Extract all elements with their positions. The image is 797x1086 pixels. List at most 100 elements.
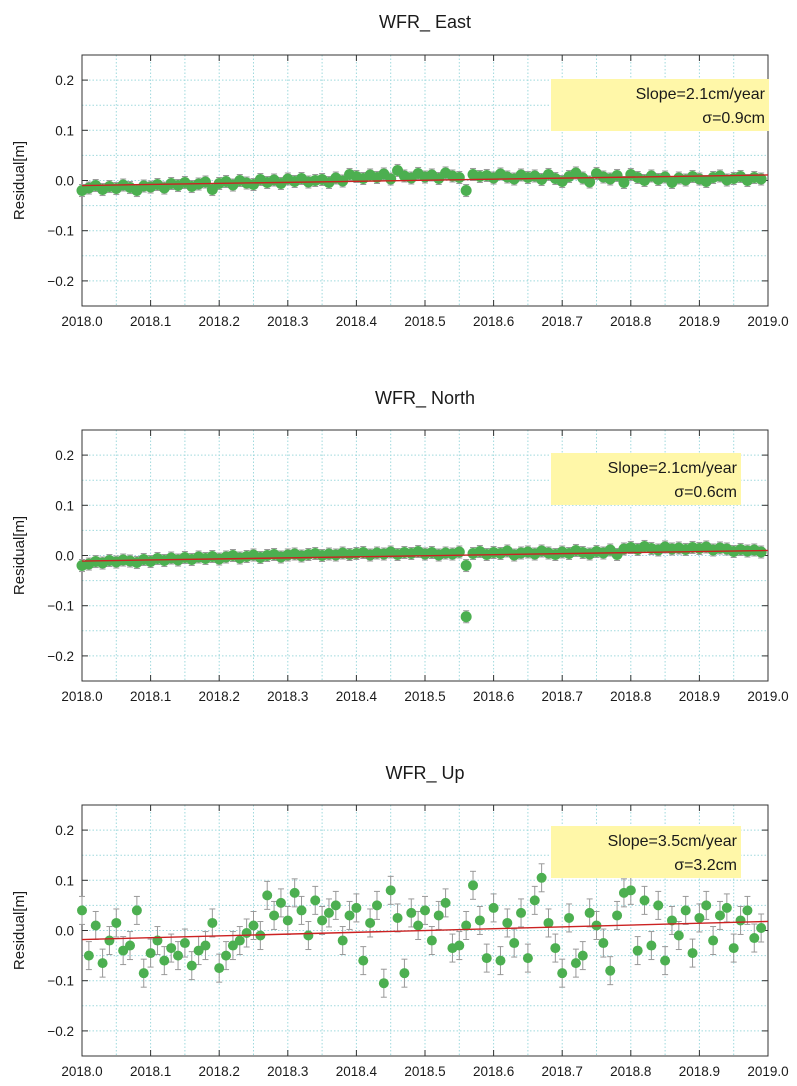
data-point xyxy=(474,915,485,926)
data-point xyxy=(275,897,286,908)
data-point xyxy=(687,948,698,959)
data-point xyxy=(468,880,479,891)
data-point xyxy=(735,915,746,926)
data-point xyxy=(118,945,129,956)
data-point xyxy=(557,968,568,979)
data-point xyxy=(131,905,142,916)
y-tick-label: 0.1 xyxy=(55,873,74,888)
data-point xyxy=(344,910,355,921)
data-point xyxy=(90,920,101,931)
data-point xyxy=(179,938,190,949)
annotation-box xyxy=(551,826,741,878)
y-tick-label: 0.1 xyxy=(55,123,74,138)
x-tick-label: 2018.3 xyxy=(267,689,308,704)
data-point xyxy=(351,902,362,913)
data-point xyxy=(234,935,245,946)
chart-panel-1: WFR_ East 2018.0 2018.1 2018.2 2018.3 2018.4 2… xyxy=(11,12,789,329)
data-point xyxy=(522,953,533,964)
x-tick-label: 2018.2 xyxy=(199,689,240,704)
y-axis-label: Residual[m] xyxy=(11,516,28,595)
chart-panel-3: WFR_ Up 2018.0 2018.1 2018.2 2018.3 2018.4 201… xyxy=(11,763,789,1079)
slope-annotation: Slope=2.1cm/year xyxy=(636,86,766,103)
data-point xyxy=(598,938,609,949)
data-point xyxy=(460,611,472,623)
data-point xyxy=(749,933,760,944)
x-tick-label: 2018.9 xyxy=(679,1064,720,1079)
data-point xyxy=(200,940,211,951)
x-tick-label: 2018.1 xyxy=(130,689,171,704)
data-point xyxy=(453,171,465,183)
x-tick-label: 2018.3 xyxy=(267,314,308,329)
data-point xyxy=(481,953,492,964)
x-tick-label: 2018.8 xyxy=(610,1064,651,1079)
trend-line xyxy=(81,920,769,941)
data-point xyxy=(378,978,389,989)
data-point xyxy=(612,910,623,921)
data-point xyxy=(564,912,575,923)
data-point xyxy=(241,928,252,939)
data-point xyxy=(385,885,396,896)
data-point xyxy=(186,960,197,971)
x-tick-label: 2018.6 xyxy=(473,689,514,704)
data-point xyxy=(584,907,595,918)
data-point xyxy=(516,907,527,918)
data-point xyxy=(666,915,677,926)
data-point xyxy=(536,872,547,883)
y-tick-label: 0.0 xyxy=(55,549,74,564)
data-point xyxy=(77,905,87,916)
data-point xyxy=(714,910,725,921)
y-tick-label: 0.1 xyxy=(55,498,74,513)
data-point xyxy=(721,902,732,913)
data-point xyxy=(611,169,623,181)
x-tick-label: 2018.4 xyxy=(336,1064,378,1079)
y-tick-label: −0.1 xyxy=(47,599,74,614)
data-point xyxy=(323,907,334,918)
data-point xyxy=(371,900,382,911)
x-tick-label: 2018.8 xyxy=(610,689,651,704)
data-point xyxy=(125,940,136,951)
data-point xyxy=(460,560,472,572)
y-tick-label: −0.2 xyxy=(47,274,74,289)
data-point xyxy=(502,917,513,928)
x-tick-label: 2018.5 xyxy=(404,314,445,329)
y-tick-label: −0.2 xyxy=(47,1024,74,1039)
data-point xyxy=(83,950,94,961)
x-tick-label: 2018.4 xyxy=(336,314,378,329)
data-point xyxy=(97,958,108,969)
data-point xyxy=(214,963,225,974)
data-point xyxy=(673,930,684,941)
data-point xyxy=(742,905,753,916)
slope-annotation: Slope=3.5cm/year xyxy=(608,833,738,850)
data-point xyxy=(605,965,616,976)
y-axis-label: Residual[m] xyxy=(11,141,28,220)
x-tick-label: 2018.0 xyxy=(61,689,102,704)
x-tick-label: 2018.2 xyxy=(199,1064,240,1079)
x-tick-label: 2019.0 xyxy=(747,689,788,704)
data-point xyxy=(625,885,636,896)
data-point xyxy=(145,948,156,959)
data-point xyxy=(358,955,369,966)
data-point xyxy=(289,887,300,898)
x-tick-label: 2018.1 xyxy=(130,1064,171,1079)
data-point xyxy=(159,955,170,966)
data-point xyxy=(426,935,437,946)
data-point xyxy=(193,945,204,956)
x-tick-label: 2019.0 xyxy=(747,1064,788,1079)
data-point xyxy=(570,958,581,969)
chart-title: WFR_ Up xyxy=(385,763,464,784)
data-point xyxy=(660,955,671,966)
y-tick-label: −0.1 xyxy=(47,224,74,239)
data-point xyxy=(460,185,472,197)
data-point xyxy=(248,920,259,931)
y-tick-label: 0.0 xyxy=(55,174,74,189)
data-point xyxy=(317,915,328,926)
data-point xyxy=(392,912,403,923)
data-point xyxy=(199,176,211,188)
data-point xyxy=(495,955,506,966)
x-tick-label: 2018.9 xyxy=(679,689,720,704)
x-tick-label: 2018.7 xyxy=(542,1064,583,1079)
data-point xyxy=(509,938,520,949)
x-tick-label: 2018.6 xyxy=(473,1064,514,1079)
slope-annotation: Slope=2.1cm/year xyxy=(608,460,738,477)
